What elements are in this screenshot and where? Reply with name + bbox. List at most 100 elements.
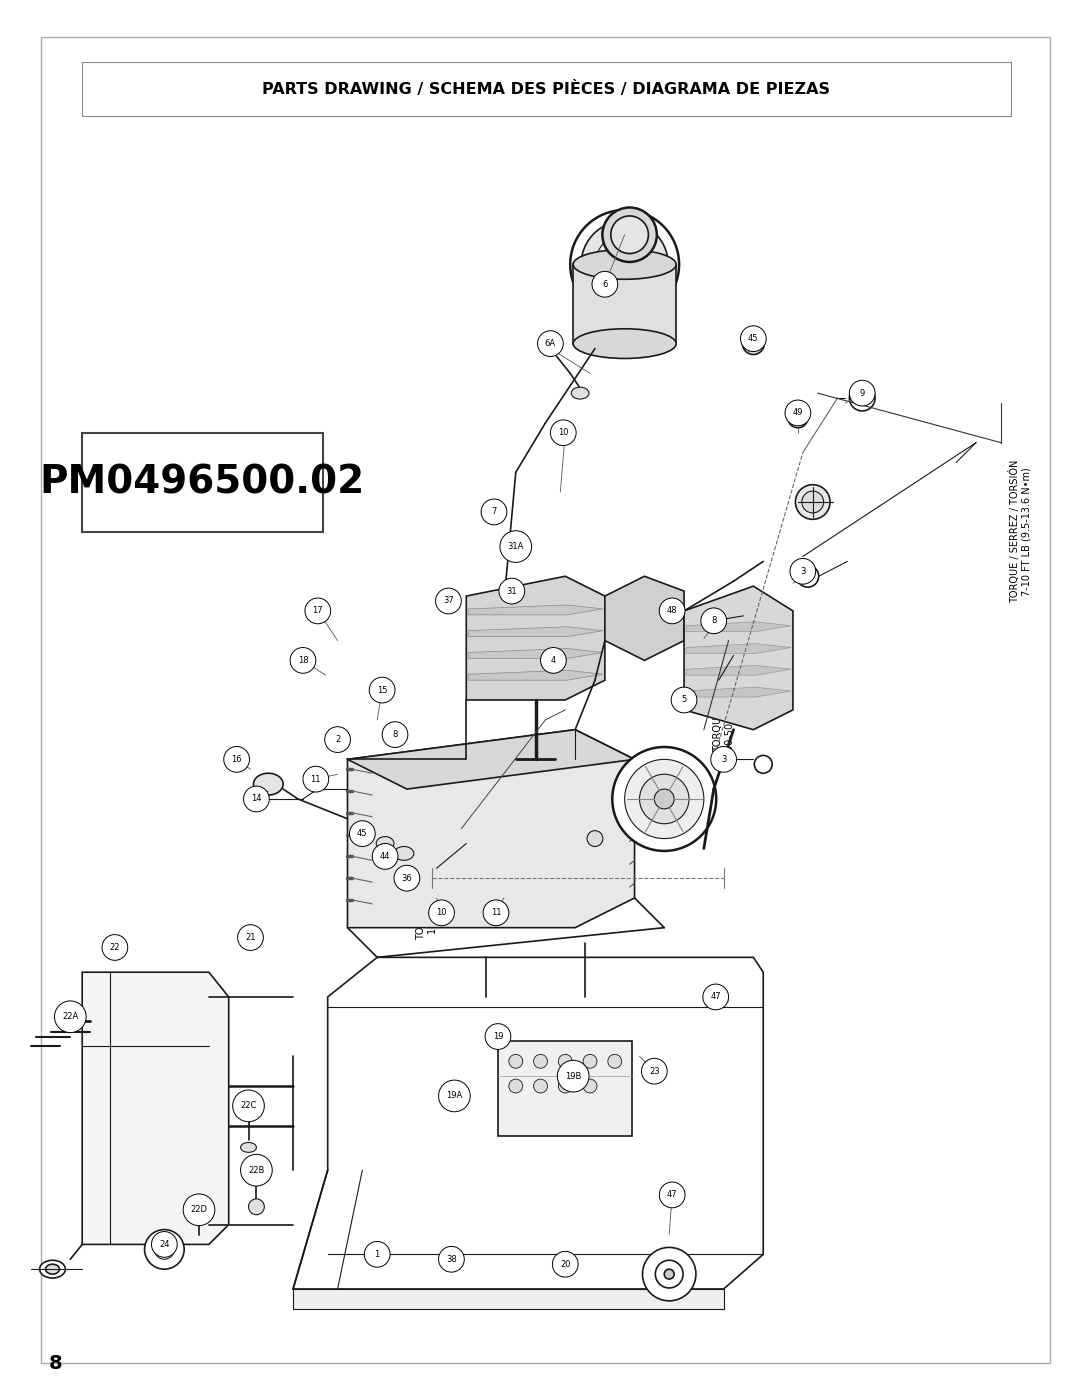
Ellipse shape xyxy=(573,328,676,359)
Ellipse shape xyxy=(45,1264,59,1274)
Ellipse shape xyxy=(603,208,657,263)
Text: 4: 4 xyxy=(551,655,556,665)
Text: 7: 7 xyxy=(491,507,497,517)
Text: 37: 37 xyxy=(443,597,454,605)
Ellipse shape xyxy=(595,235,654,295)
Text: 45: 45 xyxy=(357,828,367,838)
Ellipse shape xyxy=(639,774,689,824)
Polygon shape xyxy=(686,687,791,697)
Ellipse shape xyxy=(795,485,831,520)
Polygon shape xyxy=(469,605,603,615)
Circle shape xyxy=(224,746,249,773)
Circle shape xyxy=(552,1252,578,1277)
Circle shape xyxy=(364,1242,390,1267)
Text: TORQUE / SERREZ / TORSIÓN
7-10 FT LB (9.5-13.6 N•m): TORQUE / SERREZ / TORSIÓN 7-10 FT LB (9.… xyxy=(1010,460,1031,604)
Ellipse shape xyxy=(654,789,674,809)
Circle shape xyxy=(659,1182,685,1208)
Text: 8: 8 xyxy=(392,731,397,739)
Circle shape xyxy=(741,326,766,352)
Ellipse shape xyxy=(656,1260,683,1288)
Text: TORQUE / SERREZ / TORSIÓN
10-17 FT LB (13.6-23 N•m): TORQUE / SERREZ / TORSIÓN 10-17 FT LB (1… xyxy=(416,796,438,940)
Polygon shape xyxy=(293,957,764,1289)
Ellipse shape xyxy=(608,1055,622,1069)
Circle shape xyxy=(184,1194,215,1225)
Circle shape xyxy=(551,420,576,446)
Circle shape xyxy=(102,935,127,960)
Text: 45: 45 xyxy=(748,334,758,344)
Ellipse shape xyxy=(610,250,639,279)
Text: 19A: 19A xyxy=(446,1091,462,1101)
Ellipse shape xyxy=(664,1268,674,1280)
Text: 23: 23 xyxy=(649,1067,660,1076)
Text: 10: 10 xyxy=(558,429,568,437)
Ellipse shape xyxy=(534,1055,548,1069)
Ellipse shape xyxy=(573,250,676,279)
Text: 9: 9 xyxy=(860,388,865,398)
Circle shape xyxy=(485,1024,511,1049)
Text: 22D: 22D xyxy=(190,1206,207,1214)
Ellipse shape xyxy=(571,387,589,400)
Ellipse shape xyxy=(379,845,395,862)
Text: 11: 11 xyxy=(490,908,501,918)
Circle shape xyxy=(369,678,395,703)
Circle shape xyxy=(671,687,697,712)
Circle shape xyxy=(540,648,566,673)
Circle shape xyxy=(238,925,264,950)
Text: 22C: 22C xyxy=(241,1101,257,1111)
Ellipse shape xyxy=(509,1055,523,1069)
Circle shape xyxy=(500,531,531,563)
Polygon shape xyxy=(684,587,793,729)
Text: 1: 1 xyxy=(375,1250,380,1259)
Circle shape xyxy=(241,1154,272,1186)
Polygon shape xyxy=(348,729,635,928)
Text: 6: 6 xyxy=(603,279,608,289)
Ellipse shape xyxy=(624,760,704,838)
Text: 31A: 31A xyxy=(508,542,524,550)
Circle shape xyxy=(382,722,408,747)
Text: 21: 21 xyxy=(245,933,256,942)
Polygon shape xyxy=(686,622,791,631)
Text: 2: 2 xyxy=(335,735,340,745)
Text: 6A: 6A xyxy=(544,339,556,348)
Ellipse shape xyxy=(742,332,765,355)
Text: 47: 47 xyxy=(666,1190,677,1200)
Circle shape xyxy=(394,865,420,891)
Text: 10: 10 xyxy=(436,908,447,918)
Bar xyxy=(498,1042,632,1136)
Circle shape xyxy=(483,900,509,926)
Circle shape xyxy=(642,1059,667,1084)
Ellipse shape xyxy=(145,1229,185,1268)
Polygon shape xyxy=(469,627,603,637)
Ellipse shape xyxy=(612,747,716,851)
Ellipse shape xyxy=(40,1260,66,1278)
Circle shape xyxy=(538,331,564,356)
Text: 22B: 22B xyxy=(248,1165,265,1175)
Ellipse shape xyxy=(558,1078,572,1092)
Ellipse shape xyxy=(394,847,414,861)
Text: 22: 22 xyxy=(109,943,120,951)
Bar xyxy=(573,264,676,344)
Text: 14: 14 xyxy=(252,795,261,803)
Ellipse shape xyxy=(581,221,669,307)
Text: 22A: 22A xyxy=(63,1013,79,1021)
Text: 31: 31 xyxy=(507,587,517,595)
Ellipse shape xyxy=(570,210,679,319)
Text: PARTS DRAWING / SCHEMA DES PIÈCES / DIAGRAMA DE PIEZAS: PARTS DRAWING / SCHEMA DES PIÈCES / DIAG… xyxy=(262,81,831,96)
Ellipse shape xyxy=(754,756,772,773)
Circle shape xyxy=(325,726,350,753)
Text: 3: 3 xyxy=(721,754,727,764)
Polygon shape xyxy=(348,729,635,789)
Polygon shape xyxy=(293,1289,724,1309)
Circle shape xyxy=(244,787,269,812)
Ellipse shape xyxy=(849,386,875,411)
Text: 48: 48 xyxy=(666,606,677,616)
Circle shape xyxy=(789,559,815,584)
Polygon shape xyxy=(469,671,603,680)
Text: 47: 47 xyxy=(711,992,721,1002)
Polygon shape xyxy=(82,972,229,1245)
Text: 36: 36 xyxy=(402,873,413,883)
Text: 5: 5 xyxy=(681,696,687,704)
Polygon shape xyxy=(686,644,791,654)
Polygon shape xyxy=(467,576,605,700)
Text: PM0496500.02: PM0496500.02 xyxy=(40,464,365,502)
